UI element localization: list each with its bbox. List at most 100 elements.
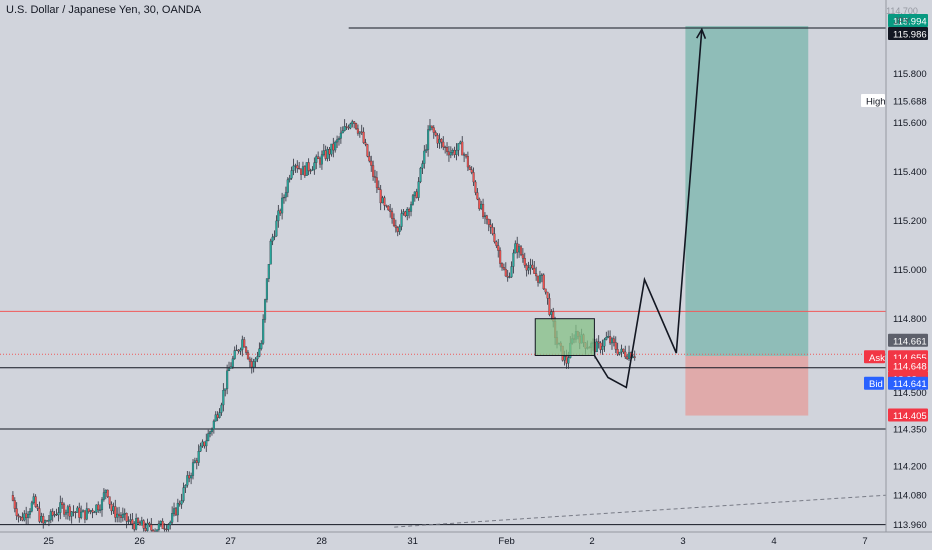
candle xyxy=(298,161,301,170)
candle xyxy=(277,204,280,228)
candle-body xyxy=(102,492,105,500)
candle-body xyxy=(163,528,166,530)
candle-body xyxy=(256,356,259,360)
ask-label-badge[interactable] xyxy=(864,350,885,364)
candle-body xyxy=(61,502,64,505)
target-zone[interactable] xyxy=(685,25,809,356)
x-tick-label: 27 xyxy=(225,536,236,547)
candle-body xyxy=(368,156,371,162)
candle xyxy=(548,293,551,317)
candle-body xyxy=(349,123,352,129)
candle-body xyxy=(80,511,83,518)
candle-body xyxy=(512,252,515,267)
candle xyxy=(440,138,443,149)
candle-body xyxy=(85,508,88,520)
candle xyxy=(612,335,615,347)
candle xyxy=(114,499,117,523)
time-axis-area[interactable] xyxy=(0,532,886,550)
candle xyxy=(377,180,380,190)
candle-body xyxy=(470,169,473,173)
candle-body xyxy=(34,496,37,507)
projection-path[interactable] xyxy=(593,29,703,389)
candle-body xyxy=(423,150,426,164)
candle-body xyxy=(324,150,327,159)
candle-body xyxy=(64,512,68,515)
candle-body xyxy=(42,516,45,524)
current-price-badge[interactable] xyxy=(888,358,928,372)
candle-body xyxy=(59,502,62,513)
bid-label-badge[interactable] xyxy=(864,376,884,390)
candle-body xyxy=(372,165,375,177)
dashed-trendline[interactable] xyxy=(394,494,886,528)
candle xyxy=(212,419,215,434)
candle-body xyxy=(148,522,151,525)
candle-body xyxy=(404,211,407,217)
candle xyxy=(292,158,295,176)
candle xyxy=(99,504,102,514)
candle-body xyxy=(28,511,32,515)
candle xyxy=(309,168,312,175)
candle xyxy=(15,502,18,521)
candle-body xyxy=(328,149,331,155)
candle xyxy=(224,388,227,397)
candle-body xyxy=(229,366,232,369)
candle xyxy=(337,136,341,146)
candle xyxy=(286,177,289,198)
candle xyxy=(487,218,490,232)
candle-body xyxy=(440,138,443,143)
high-label-badge[interactable] xyxy=(861,94,885,108)
candle xyxy=(248,356,251,368)
candle-body xyxy=(419,167,422,182)
candle-body xyxy=(214,414,217,422)
stop-price-badge[interactable] xyxy=(888,408,928,422)
candle-body xyxy=(70,511,73,517)
stop-zone[interactable] xyxy=(685,355,809,416)
y-tick-label: 114.350 xyxy=(893,425,927,436)
candle xyxy=(533,261,536,274)
candle-body xyxy=(542,274,545,290)
last-price-badge[interactable] xyxy=(888,333,928,347)
candle-body xyxy=(415,191,418,198)
price-axis-area[interactable] xyxy=(886,0,932,550)
candle xyxy=(457,143,460,157)
candle xyxy=(305,162,308,176)
candle-body xyxy=(622,348,625,353)
candle-body xyxy=(375,177,378,188)
candle-body xyxy=(298,168,301,170)
candle-body xyxy=(523,258,526,266)
candle-body xyxy=(337,138,341,140)
candle-body xyxy=(93,511,96,514)
target-price-badge[interactable] xyxy=(888,13,928,27)
high-price-badge-text: 115.688 xyxy=(893,97,927,108)
bid-price-badge[interactable] xyxy=(888,376,928,390)
high-price-badge[interactable] xyxy=(888,94,928,108)
candle-body xyxy=(13,500,16,509)
candle-body xyxy=(66,506,69,513)
candle-body xyxy=(89,510,92,512)
high-label-badge-text: High xyxy=(866,97,886,108)
candle xyxy=(445,142,449,156)
candle xyxy=(521,248,524,263)
candle xyxy=(313,157,316,175)
candle-body xyxy=(624,351,627,358)
candle-body xyxy=(525,265,528,271)
consolidation-box[interactable] xyxy=(534,318,595,356)
candle-body xyxy=(343,126,346,131)
upper-line-price-badge[interactable] xyxy=(888,26,928,40)
candle xyxy=(497,238,500,258)
candle xyxy=(155,529,159,532)
candle-body xyxy=(500,263,504,268)
candle-body xyxy=(499,250,502,264)
candle xyxy=(34,494,37,508)
candle-body xyxy=(114,506,117,518)
candle-body xyxy=(207,433,210,442)
candle-body xyxy=(248,358,251,362)
candle-body xyxy=(188,475,191,479)
candle xyxy=(394,219,397,233)
candle xyxy=(64,509,68,520)
candle-body xyxy=(315,156,318,163)
candle-body xyxy=(540,274,543,276)
candle xyxy=(527,261,530,275)
y-tick-label: 113.960 xyxy=(893,520,927,531)
